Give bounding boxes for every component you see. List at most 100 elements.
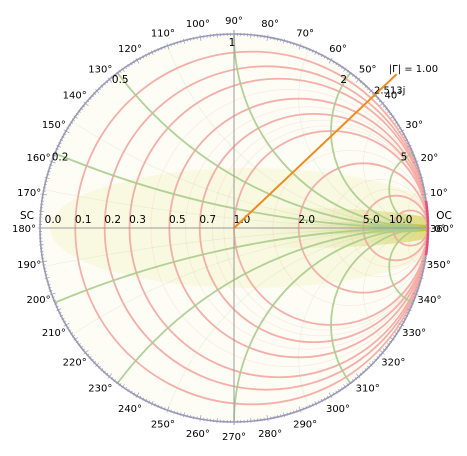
ring-tick xyxy=(59,314,64,317)
open-circuit-label: OC xyxy=(436,210,452,222)
ring-tick xyxy=(79,107,83,111)
angle-label: 50° xyxy=(359,65,377,76)
ring-tick xyxy=(103,370,106,374)
ring-tick xyxy=(355,373,361,379)
ring-tick xyxy=(110,376,114,380)
ring-tick xyxy=(157,404,160,408)
angle-label: 10° xyxy=(430,188,448,199)
ring-tick xyxy=(63,129,70,134)
ring-tick xyxy=(421,267,426,269)
ring-tick xyxy=(139,57,142,61)
ring-tick xyxy=(421,183,425,186)
ring-tick xyxy=(116,71,119,75)
ring-tick xyxy=(411,154,416,157)
ring-tick xyxy=(343,67,347,72)
ring-tick xyxy=(88,97,92,100)
ring-tick xyxy=(411,299,416,302)
ring-tick xyxy=(362,82,365,86)
ring-tick xyxy=(49,292,56,296)
ring-tick xyxy=(127,388,130,392)
ring-tick xyxy=(305,46,308,51)
ring-tick xyxy=(71,335,76,338)
ring-tick xyxy=(150,50,154,56)
ring-tick xyxy=(56,308,62,312)
ring-tick xyxy=(273,415,275,420)
ring-tick xyxy=(203,35,205,39)
ring-tick xyxy=(367,87,370,91)
ring-tick xyxy=(91,94,94,98)
ring-tick xyxy=(415,290,419,292)
ring-tick xyxy=(410,151,414,154)
ring-tick xyxy=(46,280,50,283)
angle-labels: 0°10°20°30°40°50°60°70°80°90°100°110°120… xyxy=(12,16,454,443)
gamma-line xyxy=(233,73,398,229)
angle-label: 290° xyxy=(293,419,317,430)
ring-tick xyxy=(323,397,326,401)
ring-tick xyxy=(98,87,101,91)
ring-tick xyxy=(314,50,318,56)
ring-tick xyxy=(417,283,421,286)
angle-label: 190° xyxy=(17,260,41,271)
ring-tick xyxy=(338,388,341,392)
ring-tick xyxy=(61,136,65,139)
ring-tick xyxy=(103,82,106,86)
ring-tick xyxy=(107,77,113,83)
angle-label: 80° xyxy=(261,19,279,30)
ring-tick xyxy=(54,302,58,305)
reactance-labels: 0.2 0.5 1 2 5 xyxy=(52,37,408,164)
angle-label: 160° xyxy=(26,153,50,164)
ring-tick xyxy=(398,322,405,327)
ring-tick xyxy=(385,107,389,111)
ring-tick xyxy=(416,167,420,170)
angle-label: 350° xyxy=(427,260,451,271)
ring-tick xyxy=(412,292,419,296)
ring-tick xyxy=(44,277,50,280)
ring-tick xyxy=(42,190,46,192)
ring-tick xyxy=(385,345,389,349)
ring-tick xyxy=(263,35,265,39)
outer-ring xyxy=(37,31,431,425)
angle-label: 120° xyxy=(118,44,142,55)
ring-tick xyxy=(93,92,97,95)
ring-tick xyxy=(323,55,326,59)
ring-tick xyxy=(422,190,426,192)
ring-tick xyxy=(423,197,427,199)
angle-label: 140° xyxy=(63,90,87,101)
ring-tick xyxy=(376,356,380,359)
ring-tick xyxy=(359,372,363,376)
ring-tick xyxy=(286,40,289,44)
ring-tick xyxy=(68,329,72,332)
ring-tick xyxy=(186,38,188,42)
ring-tick xyxy=(320,53,323,58)
ring-tick xyxy=(398,129,405,134)
ring-tick xyxy=(56,144,62,148)
ring-tick xyxy=(154,49,157,53)
ring-tick xyxy=(154,403,157,407)
ring-tick xyxy=(298,406,302,413)
ring-tick xyxy=(379,349,385,355)
ring-tick xyxy=(48,286,52,289)
ring-tick xyxy=(124,65,127,70)
ring-tick xyxy=(423,257,427,259)
ring-tick xyxy=(276,37,279,41)
ring-tick xyxy=(354,376,358,380)
ring-tick xyxy=(79,345,83,349)
ring-tick xyxy=(401,133,405,136)
ring-tick xyxy=(41,257,45,259)
resistance-label: 5.0 xyxy=(363,214,380,226)
resistance-label: 0.7 xyxy=(199,214,216,226)
ring-tick xyxy=(308,404,311,408)
ring-tick xyxy=(41,197,45,199)
ring-tick xyxy=(367,365,370,369)
ring-tick xyxy=(51,157,55,160)
ring-tick xyxy=(390,337,395,341)
ring-tick xyxy=(95,89,100,94)
ring-tick xyxy=(52,299,57,302)
ring-tick xyxy=(113,379,117,383)
angle-label: 30° xyxy=(405,120,423,131)
ring-tick xyxy=(203,417,205,421)
ring-tick xyxy=(176,411,179,415)
minor-reactance-arc xyxy=(408,227,428,268)
ring-tick xyxy=(374,94,377,98)
ring-tick xyxy=(346,383,350,387)
